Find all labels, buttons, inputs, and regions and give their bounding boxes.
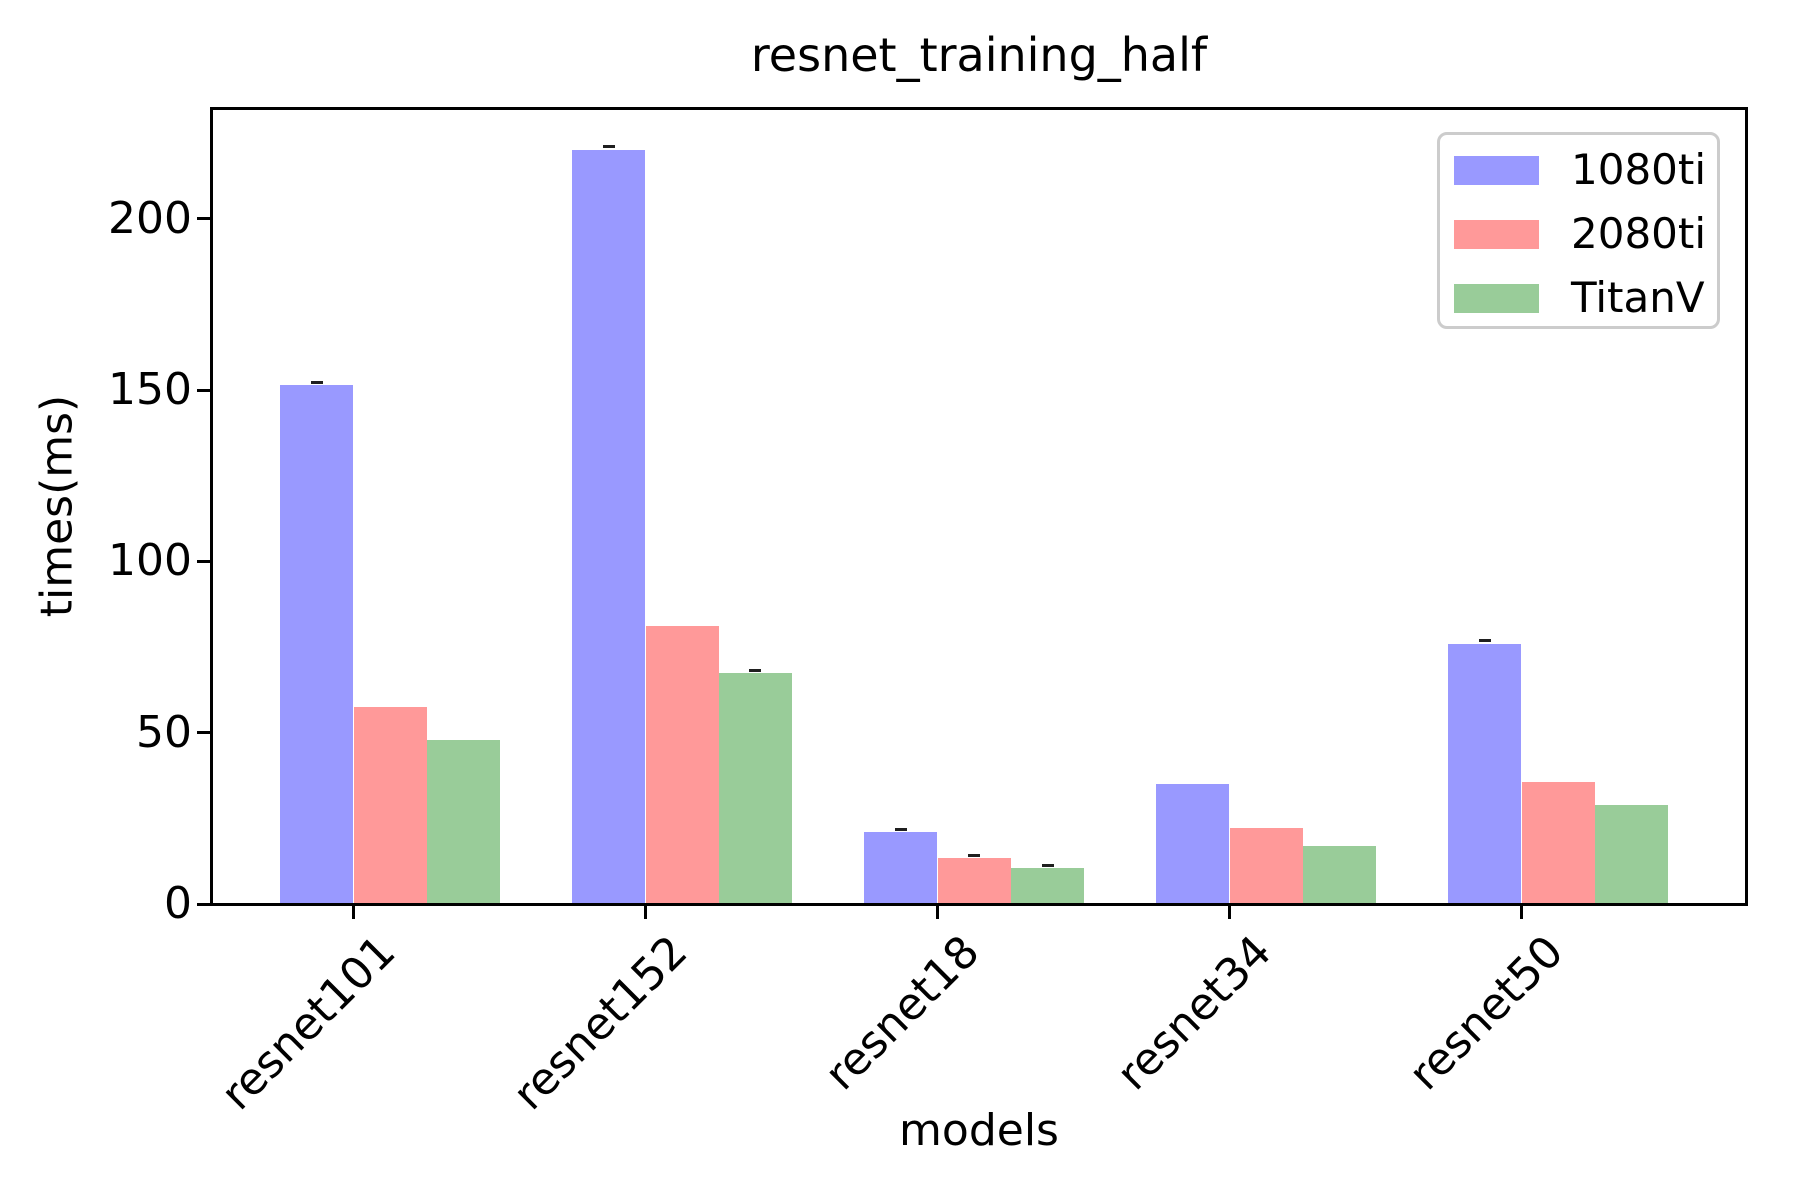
- y-tick-mark-200: [197, 217, 210, 221]
- legend-swatch-1080ti: [1454, 155, 1539, 185]
- bar-2080ti-resnet152: [645, 626, 719, 904]
- error-cap-1080ti-resnet50: [1478, 639, 1491, 643]
- y-tick-label-200: 200: [108, 192, 192, 244]
- error-cap-1080ti-resnet152: [602, 144, 615, 148]
- legend-label-TitanV: TitanV: [1571, 273, 1705, 322]
- legend-label-2080ti: 2080ti: [1571, 209, 1707, 258]
- x-tick-label-resnet18: resnet18: [815, 926, 990, 1101]
- x-tick-mark-resnet34: [1228, 906, 1231, 919]
- x-tick-label-resnet101: resnet101: [211, 926, 406, 1120]
- legend-row-TitanV: TitanV: [1440, 270, 1717, 326]
- bar-1080ti-resnet50: [1448, 643, 1522, 904]
- bar-2080ti-resnet50: [1521, 782, 1595, 904]
- legend: 1080ti 2080ti TitanV: [1437, 132, 1720, 329]
- y-tick-mark-50: [197, 731, 210, 735]
- x-tick-mark-resnet50: [1520, 906, 1523, 919]
- legend-label-1080ti: 1080ti: [1571, 145, 1707, 194]
- error-cap-2080ti-resnet18: [968, 854, 981, 858]
- y-tick-label-0: 0: [164, 878, 192, 929]
- y-tick-mark-100: [197, 559, 210, 563]
- x-axis-label: models: [899, 1105, 1059, 1156]
- y-tick-label-100: 100: [108, 535, 192, 587]
- y-axis-label: times(ms): [31, 394, 83, 618]
- legend-swatch-2080ti: [1454, 219, 1539, 249]
- bar-1080ti-resnet18: [864, 832, 938, 904]
- x-tick-mark-resnet152: [644, 906, 647, 919]
- bar-2080ti-resnet101: [353, 707, 427, 904]
- y-tick-mark-0: [197, 902, 210, 906]
- error-cap-1080ti-resnet101: [310, 380, 323, 384]
- x-tick-label-resnet50: resnet50: [1399, 926, 1574, 1101]
- bar-1080ti-resnet101: [280, 384, 354, 904]
- error-cap-1080ti-resnet18: [894, 827, 907, 831]
- bar-TitanV-resnet18: [1010, 868, 1085, 904]
- bar-TitanV-resnet152: [718, 672, 793, 904]
- chart-title: resnet_training_half: [750, 28, 1208, 82]
- bar-2080ti-resnet18: [937, 858, 1011, 904]
- legend-row-1080ti: 1080ti: [1440, 142, 1717, 198]
- bar-TitanV-resnet34: [1302, 846, 1377, 904]
- x-tick-mark-resnet18: [936, 906, 939, 919]
- legend-row-2080ti: 2080ti: [1440, 206, 1717, 262]
- y-tick-label-50: 50: [136, 706, 192, 758]
- bar-1080ti-resnet34: [1156, 784, 1230, 904]
- bar-1080ti-resnet152: [572, 150, 646, 904]
- bar-TitanV-resnet101: [426, 739, 501, 904]
- bar-TitanV-resnet50: [1594, 804, 1669, 904]
- bar-2080ti-resnet34: [1229, 827, 1303, 904]
- error-cap-TitanV-resnet152: [749, 668, 762, 672]
- x-tick-label-resnet152: resnet152: [503, 926, 698, 1120]
- x-tick-label-resnet34: resnet34: [1107, 926, 1282, 1101]
- legend-swatch-TitanV: [1454, 283, 1539, 313]
- y-tick-mark-150: [197, 388, 210, 392]
- error-cap-TitanV-resnet18: [1041, 864, 1054, 868]
- y-tick-label-150: 150: [108, 364, 192, 415]
- x-tick-mark-resnet101: [352, 906, 355, 919]
